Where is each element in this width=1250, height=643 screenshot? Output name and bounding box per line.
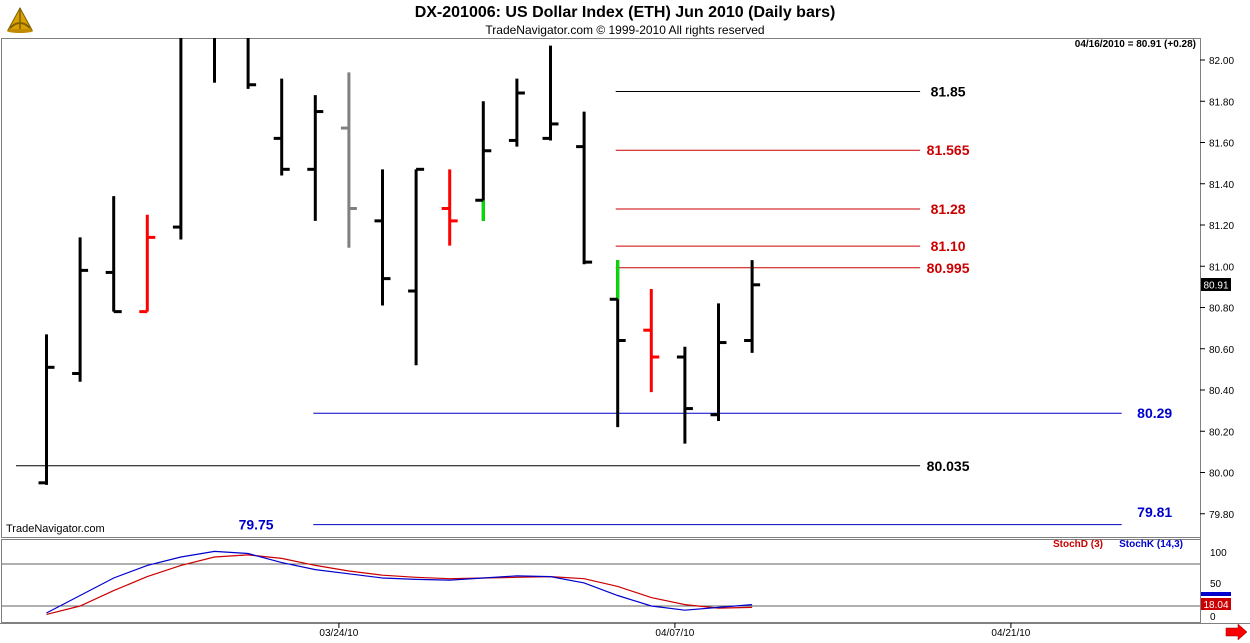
chart-header: DX-201006: US Dollar Index (ETH) Jun 201…	[0, 0, 1250, 38]
ohlc-bar	[246, 38, 257, 89]
price-tick-label: 80.00	[1209, 469, 1234, 480]
ohlc-bar	[475, 101, 492, 221]
ohlc-bar	[676, 346, 693, 444]
level-label: 81.85	[931, 83, 966, 99]
stoch-value-tag	[1201, 598, 1231, 610]
price-bars	[38, 38, 761, 485]
stoch-tick-0: 0	[1210, 612, 1216, 623]
ohlc-bar	[273, 78, 290, 176]
stochastic-pane-frame	[1, 539, 1201, 623]
stochk-marker	[1201, 592, 1231, 596]
date-tick-label: 04/21/10	[991, 628, 1030, 639]
stochd-line	[46, 554, 753, 615]
date-axis: 03/24/10 04/07/10 04/21/10	[319, 623, 1031, 639]
chart-subtitle: TradeNavigator.com © 1999-2010 All right…	[485, 23, 765, 37]
ohlc-bar	[139, 214, 156, 314]
last-price-tag	[1201, 278, 1231, 291]
price-tick-label: 80.60	[1209, 345, 1234, 356]
ohlc-bar	[744, 260, 761, 353]
ohlc-bar	[609, 260, 626, 428]
last-price-tag-label: 80.91	[1203, 281, 1228, 292]
ohlc-bar	[408, 167, 425, 366]
price-tick-label: 81.80	[1209, 97, 1234, 108]
stochk-line	[46, 550, 753, 614]
level-label: 80.29	[1137, 405, 1172, 421]
price-tick-label: 80.20	[1209, 427, 1234, 438]
level-label: 81.28	[931, 201, 966, 217]
ohlc-bar	[710, 303, 727, 421]
level-label: 80.035	[927, 458, 970, 474]
level-label: 79.81	[1137, 504, 1172, 520]
scroll-right-arrow-icon[interactable]	[1225, 623, 1248, 641]
level-label: 79.75	[239, 517, 274, 533]
price-tick-label: 81.20	[1209, 221, 1234, 232]
ohlc-bar	[172, 38, 183, 240]
support-resistance-lines: 81.85 81.565 81.28 81.10 80.995 80.29 80.035 79…	[16, 83, 1172, 533]
stoch-tick-100: 100	[1210, 548, 1227, 559]
price-axis: 82.00 81.80 81.60 81.40 81.20 81.00 80.80 80.60…	[1200, 56, 1234, 521]
ohlc-bar	[441, 169, 458, 246]
ohlc-bar	[643, 288, 660, 393]
date-tick-label: 03/24/10	[319, 628, 358, 639]
ohlc-bar	[72, 237, 89, 382]
price-readout: 04/16/2010 = 80.91 (+0.28)	[1075, 39, 1196, 50]
sextant-logo-icon[interactable]	[4, 4, 36, 39]
stoch-value-tag-label: 18.04	[1203, 600, 1228, 611]
date-tick-label: 04/07/10	[655, 628, 694, 639]
watermark: TradeNavigator.com	[6, 523, 105, 535]
stoch-tick-50: 50	[1210, 579, 1222, 590]
ohlc-bar	[374, 169, 391, 306]
price-tick-label: 80.40	[1209, 386, 1234, 397]
level-label: 81.10	[931, 238, 966, 254]
stochk-legend: StochK (14,3)	[1119, 539, 1183, 550]
chart-title: DX-201006: US Dollar Index (ETH) Jun 201…	[414, 4, 836, 21]
ohlc-bar	[307, 95, 324, 221]
ohlc-bar	[576, 111, 593, 265]
level-label: 81.565	[927, 142, 970, 158]
price-tick-label: 82.00	[1209, 56, 1234, 67]
ohlc-bar	[105, 196, 122, 314]
price-tick-label: 81.00	[1209, 262, 1234, 273]
level-label: 80.995	[927, 260, 970, 276]
price-tick-label: 81.40	[1209, 180, 1234, 191]
ohlc-bar	[38, 334, 55, 485]
price-tick-label: 79.80	[1209, 510, 1234, 521]
price-tick-label: 81.60	[1209, 139, 1234, 150]
ohlc-bar	[542, 45, 559, 141]
stochastic-lines	[2, 550, 1200, 615]
stochd-legend: StochD (3)	[1053, 539, 1103, 550]
ohlc-bar	[340, 72, 357, 248]
ohlc-bar	[508, 78, 525, 147]
price-tick-label: 80.80	[1209, 304, 1234, 315]
